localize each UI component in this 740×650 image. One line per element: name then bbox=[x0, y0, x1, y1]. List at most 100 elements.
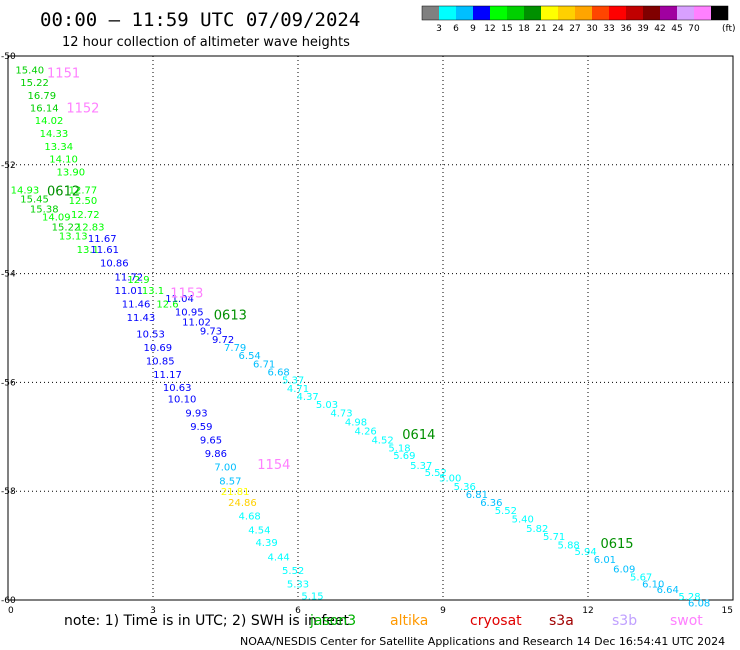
wave-height-point: 10.10 bbox=[168, 395, 197, 406]
x-tick-label: 15 bbox=[722, 606, 733, 616]
plot-frame bbox=[7, 55, 734, 601]
wave-height-point: 12.9 bbox=[127, 275, 149, 286]
pass-label: 0612 bbox=[47, 184, 80, 199]
wave-height-point: 5.37 bbox=[282, 376, 304, 387]
wave-height-point: 6.68 bbox=[268, 368, 290, 379]
wave-height-point: 13.13 bbox=[59, 232, 88, 243]
wave-height-point: 15.45 bbox=[20, 195, 49, 206]
x-tick-label: 0 bbox=[8, 606, 14, 616]
pass-label: 1154 bbox=[257, 458, 290, 473]
wave-height-point: 11.46 bbox=[122, 300, 151, 311]
wave-height-point: 5.40 bbox=[512, 514, 534, 525]
wave-height-point: 5.37 bbox=[410, 461, 432, 472]
wave-height-point: 14.33 bbox=[40, 129, 69, 140]
wave-height-point: 11.67 bbox=[88, 234, 117, 245]
colorbar-label: 36 bbox=[620, 24, 632, 34]
wave-height-point: 15.22 bbox=[52, 222, 81, 233]
colorbar-label: 45 bbox=[671, 24, 682, 34]
pass-label: 0614 bbox=[402, 428, 435, 443]
y-tick-label: -52 bbox=[1, 161, 16, 171]
wave-height-point: 9.93 bbox=[185, 408, 207, 419]
colorbar-swatch bbox=[422, 6, 439, 20]
wave-height-point: 6.08 bbox=[688, 599, 710, 610]
colorbar-label: 27 bbox=[569, 24, 580, 34]
pass-label: 0615 bbox=[600, 537, 633, 552]
colorbar-label: 6 bbox=[453, 24, 459, 34]
wave-height-point: 6.36 bbox=[480, 498, 502, 509]
wave-height-point: 11.72 bbox=[115, 272, 144, 283]
wave-height-point: 4.26 bbox=[355, 426, 377, 437]
wave-height-point: 12.77 bbox=[69, 185, 98, 196]
x-tick-label: 6 bbox=[295, 606, 301, 616]
colorbar-label: 21 bbox=[535, 24, 546, 34]
wave-height-point: 11.01 bbox=[115, 286, 144, 297]
wave-height-point: 4.37 bbox=[297, 392, 319, 403]
wave-height-point: 4.39 bbox=[255, 538, 277, 549]
satellite-legend-item: swot bbox=[670, 613, 703, 629]
wave-height-point: 11.04 bbox=[165, 294, 194, 305]
colorbar-swatch bbox=[456, 6, 473, 20]
wave-height-point: 5.52 bbox=[425, 468, 447, 479]
colorbar-swatch bbox=[592, 6, 609, 20]
wave-height-point: 4.52 bbox=[371, 436, 393, 447]
x-tick-label: 12 bbox=[582, 606, 593, 616]
colorbar-label: 42 bbox=[654, 24, 665, 34]
colorbar-swatch bbox=[575, 6, 592, 20]
colorbar-label: 15 bbox=[501, 24, 512, 34]
wave-height-point: 9.59 bbox=[190, 422, 212, 433]
wave-height-point: 10.86 bbox=[100, 259, 129, 270]
plot-area: 0 3 6 9 12 15-50-52-54-56-58-6015.4015.2216.7… bbox=[1, 52, 734, 616]
wave-height-point: 16.14 bbox=[30, 104, 59, 115]
wave-height-point: 7.00 bbox=[214, 463, 236, 474]
pass-label: 1151 bbox=[47, 66, 80, 81]
colorbar-label: 70 bbox=[688, 24, 700, 34]
wave-height-point: 14.09 bbox=[42, 212, 71, 223]
wave-height-point: 7.79 bbox=[224, 343, 246, 354]
wave-height-point: 15.22 bbox=[20, 78, 49, 89]
wave-height-point: 10.69 bbox=[144, 343, 173, 354]
colorbar-legend: 3 6 9 12 15 18 21 24 27 30 33 36 39 42 45 70 (ft) bbox=[421, 5, 736, 34]
wave-height-point: 13.1 bbox=[142, 286, 164, 297]
wave-height-point: 4.71 bbox=[287, 384, 309, 395]
satellite-legend-item: s3a bbox=[549, 613, 574, 629]
wave-height-point: 6.01 bbox=[594, 555, 616, 566]
satellite-legend-item: s3b bbox=[612, 613, 637, 629]
wave-height-point: 4.73 bbox=[330, 408, 352, 419]
wave-height-point: 5.88 bbox=[558, 541, 580, 552]
wave-height-point: 12.50 bbox=[69, 196, 98, 207]
wave-height-point: 5.94 bbox=[574, 547, 596, 558]
x-tick-label: 3 bbox=[150, 606, 156, 616]
wave-height-point: 11.43 bbox=[127, 313, 156, 324]
wave-height-point: 13.90 bbox=[57, 167, 86, 178]
wave-height-point: 12.72 bbox=[71, 210, 100, 221]
wave-height-point: 5.33 bbox=[287, 580, 309, 591]
wave-height-point: 10.85 bbox=[146, 357, 175, 368]
colorbar-swatch bbox=[643, 6, 660, 20]
wave-height-point: 4.68 bbox=[239, 512, 261, 523]
wave-height-point: 10.53 bbox=[136, 329, 165, 340]
wave-height-point: 9.65 bbox=[200, 436, 222, 447]
wave-height-point: 5.52 bbox=[282, 566, 304, 577]
wave-height-point: 5.71 bbox=[543, 532, 565, 543]
colorbar-swatch bbox=[524, 6, 541, 20]
colorbar-label: 3 bbox=[436, 24, 442, 34]
colorbar-swatch bbox=[541, 6, 558, 20]
wave-height-point: 15.40 bbox=[15, 66, 44, 77]
satellite-legend-item: cryosat bbox=[470, 613, 522, 629]
x-tick-label: 9 bbox=[440, 606, 446, 616]
chart-subtitle: 12 hour collection of altimeter wave hei… bbox=[62, 35, 350, 50]
colorbar-swatch bbox=[490, 6, 507, 20]
wave-height-point: 21.81 bbox=[221, 487, 250, 498]
wave-height-point: 11.61 bbox=[90, 245, 119, 256]
wave-height-point: 9.73 bbox=[200, 327, 222, 338]
wave-height-point: 5.82 bbox=[526, 524, 548, 535]
wave-height-point: 16.79 bbox=[28, 91, 57, 102]
wave-height-point: 9.72 bbox=[212, 335, 234, 346]
wave-height-point: 5.67 bbox=[630, 573, 652, 584]
credit-line: NOAA/NESDIS Center for Satellite Applica… bbox=[240, 635, 725, 648]
colorbar-label: 39 bbox=[637, 24, 649, 34]
pass-label: 1153 bbox=[170, 287, 203, 302]
wave-height-point: 11.17 bbox=[153, 370, 182, 381]
pass-label: 1152 bbox=[66, 102, 99, 117]
wave-height-point: 4.54 bbox=[248, 525, 270, 536]
